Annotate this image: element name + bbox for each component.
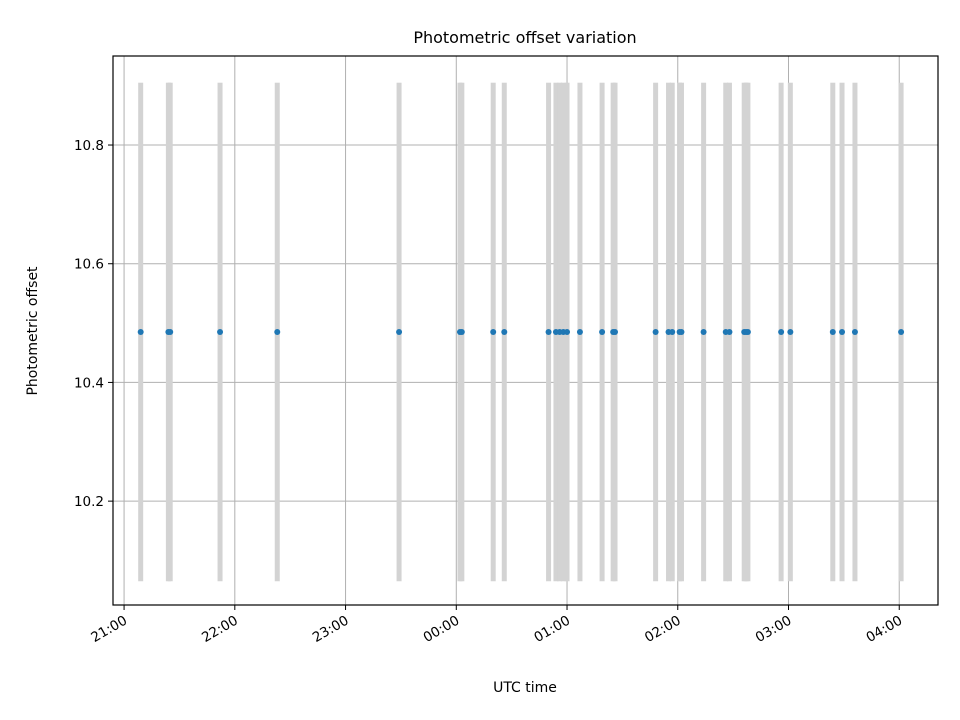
data-point xyxy=(612,328,619,335)
data-point xyxy=(787,328,794,335)
y-tick-label: 10.2 xyxy=(74,494,104,510)
data-point xyxy=(898,328,905,335)
data-point xyxy=(396,328,403,335)
data-points xyxy=(137,328,905,335)
data-point xyxy=(851,328,858,335)
data-point xyxy=(545,328,552,335)
chart-title: Photometric offset variation xyxy=(413,28,636,47)
data-point xyxy=(744,328,751,335)
data-point xyxy=(576,328,583,335)
y-tick-label: 10.6 xyxy=(74,257,104,273)
data-point xyxy=(137,328,144,335)
data-point xyxy=(501,328,508,335)
data-point xyxy=(652,328,659,335)
data-point xyxy=(839,328,846,335)
data-point xyxy=(726,328,733,335)
data-point xyxy=(458,328,465,335)
data-point xyxy=(217,328,224,335)
data-point xyxy=(599,328,606,335)
y-tick-label: 10.4 xyxy=(74,375,104,391)
data-point xyxy=(167,328,174,335)
data-point xyxy=(829,328,836,335)
data-point xyxy=(274,328,281,335)
x-axis-label: UTC time xyxy=(493,680,557,696)
y-axis-label: Photometric offset xyxy=(25,266,41,396)
data-point xyxy=(490,328,497,335)
y-tick-label: 10.8 xyxy=(74,138,104,154)
data-point xyxy=(778,328,785,335)
data-point xyxy=(678,328,685,335)
plot-frame xyxy=(112,55,939,606)
data-point xyxy=(700,328,707,335)
data-point xyxy=(669,328,676,335)
data-point xyxy=(564,328,571,335)
